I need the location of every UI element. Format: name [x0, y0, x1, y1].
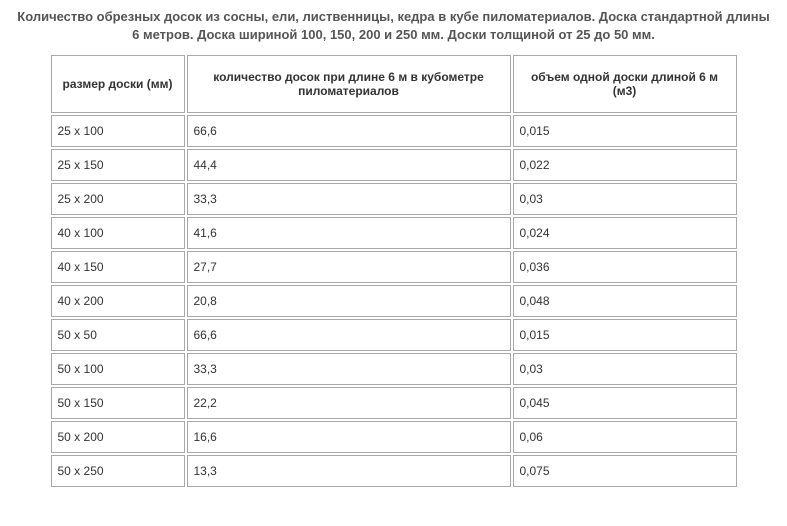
cell-size: 50 х 50 — [51, 319, 185, 351]
cell-size: 50 х 150 — [51, 387, 185, 419]
cell-count: 44,4 — [187, 149, 511, 181]
cell-volume: 0,075 — [513, 455, 737, 487]
cell-size: 50 х 100 — [51, 353, 185, 385]
cell-count: 33,3 — [187, 353, 511, 385]
table-body: 25 х 100 66,6 0,015 25 х 150 44,4 0,022 … — [51, 115, 737, 487]
cell-size: 50 х 200 — [51, 421, 185, 453]
table-row: 25 х 100 66,6 0,015 — [51, 115, 737, 147]
cell-volume: 0,024 — [513, 217, 737, 249]
table-row: 50 х 100 33,3 0,03 — [51, 353, 737, 385]
cell-volume: 0,015 — [513, 319, 737, 351]
cell-size: 25 х 150 — [51, 149, 185, 181]
page-title: Количество обрезных досок из сосны, ели,… — [14, 8, 774, 43]
cell-volume: 0,048 — [513, 285, 737, 317]
cell-size: 40 х 100 — [51, 217, 185, 249]
cell-count: 20,8 — [187, 285, 511, 317]
cell-count: 66,6 — [187, 115, 511, 147]
cell-volume: 0,022 — [513, 149, 737, 181]
table-row: 40 х 100 41,6 0,024 — [51, 217, 737, 249]
table-row: 25 х 150 44,4 0,022 — [51, 149, 737, 181]
cell-volume: 0,036 — [513, 251, 737, 283]
cell-size: 40 х 200 — [51, 285, 185, 317]
cell-count: 22,2 — [187, 387, 511, 419]
table-row: 25 х 200 33,3 0,03 — [51, 183, 737, 215]
table-row: 50 х 250 13,3 0,075 — [51, 455, 737, 487]
cell-size: 40 х 150 — [51, 251, 185, 283]
cell-volume: 0,03 — [513, 183, 737, 215]
col-header-volume: объем одной доски длиной 6 м (м3) — [513, 55, 737, 113]
table-row: 40 х 200 20,8 0,048 — [51, 285, 737, 317]
cell-volume: 0,06 — [513, 421, 737, 453]
cell-count: 27,7 — [187, 251, 511, 283]
col-header-size: размер доски (мм) — [51, 55, 185, 113]
table-row: 50 х 50 66,6 0,015 — [51, 319, 737, 351]
cell-volume: 0,015 — [513, 115, 737, 147]
col-header-count: количество досок при длине 6 м в кубомет… — [187, 55, 511, 113]
cell-volume: 0,045 — [513, 387, 737, 419]
table-row: 40 х 150 27,7 0,036 — [51, 251, 737, 283]
cell-count: 41,6 — [187, 217, 511, 249]
cell-count: 16,6 — [187, 421, 511, 453]
cell-size: 25 х 100 — [51, 115, 185, 147]
cell-count: 66,6 — [187, 319, 511, 351]
cell-volume: 0,03 — [513, 353, 737, 385]
table-row: 50 х 150 22,2 0,045 — [51, 387, 737, 419]
table-row: 50 х 200 16,6 0,06 — [51, 421, 737, 453]
table-header-row: размер доски (мм) количество досок при д… — [51, 55, 737, 113]
cell-count: 33,3 — [187, 183, 511, 215]
lumber-table: размер доски (мм) количество досок при д… — [49, 53, 739, 489]
cell-count: 13,3 — [187, 455, 511, 487]
cell-size: 25 х 200 — [51, 183, 185, 215]
cell-size: 50 х 250 — [51, 455, 185, 487]
